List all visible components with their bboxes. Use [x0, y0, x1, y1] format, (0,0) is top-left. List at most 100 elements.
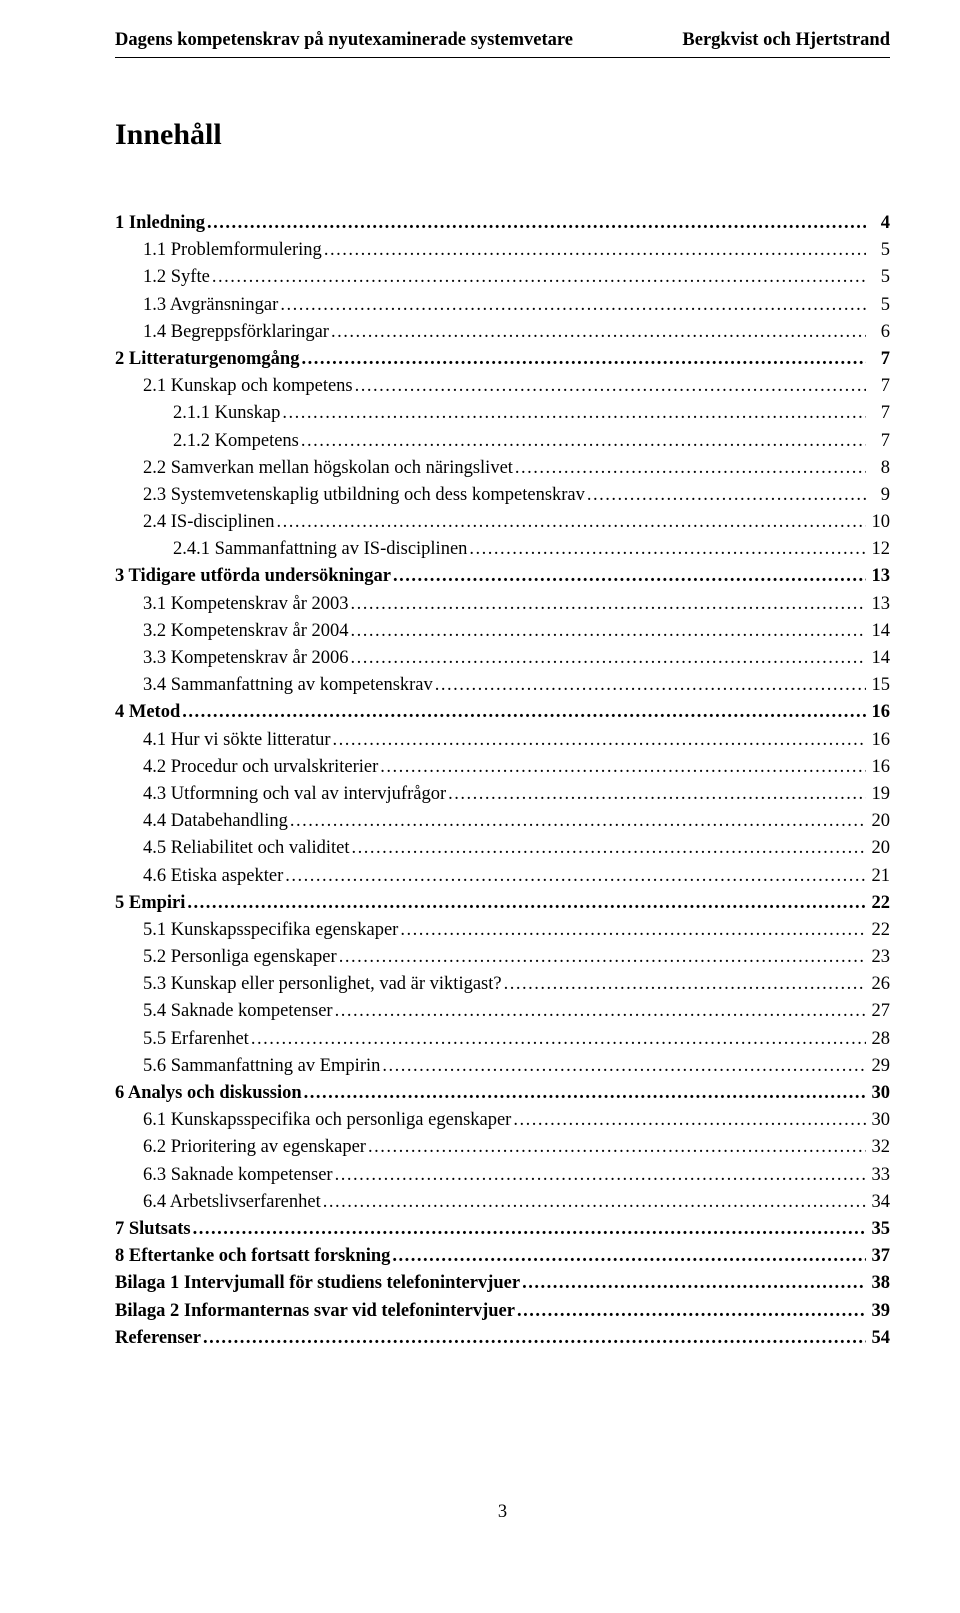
toc-row: 4 Metod 16	[115, 699, 890, 726]
page-header: Dagens kompetenskrav på nyutexaminerade …	[115, 30, 890, 57]
toc-entry-page: 16	[866, 754, 890, 781]
toc-entry-page: 12	[866, 536, 890, 563]
toc-entry-label: 2.1 Kunskap och kompetens	[115, 373, 353, 400]
toc-row: 3 Tidigare utförda undersökningar13	[115, 563, 890, 590]
header-rule	[115, 57, 890, 58]
toc-entry-page: 23	[866, 944, 890, 971]
toc-entry-page: 4	[866, 210, 890, 237]
toc-leader-dots	[321, 1189, 866, 1216]
toc-entry-page: 5	[866, 237, 890, 264]
toc-row: 4.3 Utformning och val av intervjufrågor…	[115, 781, 890, 808]
toc-row: 5.5 Erfarenhet 28	[115, 1026, 890, 1053]
toc-leader-dots	[398, 917, 866, 944]
toc-row: 1.4 Begreppsförklaringar6	[115, 319, 890, 346]
toc-row: 5.3 Kunskap eller personlighet, vad är v…	[115, 971, 890, 998]
toc-entry-page: 35	[866, 1216, 890, 1243]
toc-leader-dots	[433, 672, 866, 699]
toc-entry-label: 6 Analys och diskussion	[115, 1080, 302, 1107]
toc-entry-page: 5	[866, 264, 890, 291]
toc-entry-page: 26	[866, 971, 890, 998]
toc-entry-label: 6.1 Kunskapsspecifika och personliga ege…	[115, 1107, 511, 1134]
toc-entry-label: 2.2 Samverkan mellan högskolan och närin…	[115, 455, 513, 482]
toc-entry-label: 6.2 Prioritering av egenskaper	[115, 1134, 366, 1161]
toc-leader-dots	[329, 319, 866, 346]
toc-entry-label: Bilaga 1 Intervjumall för studiens telef…	[115, 1270, 520, 1297]
toc-entry-label: 7 Slutsats	[115, 1216, 191, 1243]
toc-row: 5.2 Personliga egenskaper23	[115, 944, 890, 971]
toc-row: Referenser 54	[115, 1325, 890, 1352]
toc-leader-dots	[210, 264, 866, 291]
toc-leader-dots	[390, 1243, 866, 1270]
toc-entry-page: 22	[866, 890, 890, 917]
toc-entry-page: 28	[866, 1026, 890, 1053]
toc-entry-label: 2.4.1 Sammanfattning av IS-disciplinen	[115, 536, 467, 563]
toc-row: 6 Analys och diskussion30	[115, 1080, 890, 1107]
toc-entry-page: 7	[866, 400, 890, 427]
toc-leader-dots	[322, 237, 866, 264]
toc-entry-label: Referenser	[115, 1325, 201, 1352]
toc-leader-dots	[205, 210, 866, 237]
toc-leader-dots	[333, 1162, 866, 1189]
toc-entry-label: 2.1.2 Kompetens	[115, 428, 299, 455]
toc-entry-page: 54	[866, 1325, 890, 1352]
toc-leader-dots	[380, 1053, 866, 1080]
toc-row: 3.3 Kompetenskrav år 200614	[115, 645, 890, 672]
toc-leader-dots	[515, 1298, 866, 1325]
toc-leader-dots	[366, 1134, 866, 1161]
toc-row: 1.3 Avgränsningar5	[115, 292, 890, 319]
toc-entry-page: 22	[866, 917, 890, 944]
toc-row: 6.1 Kunskapsspecifika och personliga ege…	[115, 1107, 890, 1134]
toc-row: 3.2 Kompetenskrav år 2004 14	[115, 618, 890, 645]
toc-entry-page: 6	[866, 319, 890, 346]
toc-row: 4.4 Databehandling20	[115, 808, 890, 835]
toc-row: 5.6 Sammanfattning av Empirin29	[115, 1053, 890, 1080]
toc-entry-label: 5.4 Saknade kompetenser	[115, 998, 333, 1025]
toc-entry-label: 4.6 Etiska aspekter	[115, 863, 283, 890]
toc-entry-label: 5.5 Erfarenhet	[115, 1026, 249, 1053]
toc-entry-page: 14	[866, 618, 890, 645]
toc-entry-label: 5.3 Kunskap eller personlighet, vad är v…	[115, 971, 502, 998]
toc-entry-label: 3.2 Kompetenskrav år 2004	[115, 618, 349, 645]
toc-row: 5.4 Saknade kompetenser27	[115, 998, 890, 1025]
toc-entry-page: 29	[866, 1053, 890, 1080]
toc-entry-label: 4.3 Utformning och val av intervjufrågor	[115, 781, 446, 808]
toc-entry-page: 7	[866, 346, 890, 373]
toc-entry-page: 39	[866, 1298, 890, 1325]
toc-leader-dots	[349, 591, 866, 618]
toc-leader-dots	[275, 509, 866, 536]
toc-row: Bilaga 2 Informanternas svar vid telefon…	[115, 1298, 890, 1325]
toc-row: 6.4 Arbetslivserfarenhet34	[115, 1189, 890, 1216]
toc-entry-label: 3.3 Kompetenskrav år 2006	[115, 645, 349, 672]
toc-leader-dots	[513, 455, 866, 482]
toc-entry-page: 32	[866, 1134, 890, 1161]
toc-entry-label: 2.3 Systemvetenskaplig utbildning och de…	[115, 482, 585, 509]
toc-row: 2 Litteraturgenomgång7	[115, 346, 890, 373]
toc-leader-dots	[350, 835, 866, 862]
toc-leader-dots	[185, 890, 866, 917]
toc-row: 7 Slutsats 35	[115, 1216, 890, 1243]
toc-entry-label: 1.1 Problemformulering	[115, 237, 322, 264]
toc-row: 2.1.2 Kompetens7	[115, 428, 890, 455]
toc-entry-label: 6.4 Arbetslivserfarenhet	[115, 1189, 321, 1216]
toc-entry-label: 4 Metod	[115, 699, 180, 726]
toc-entry-label: 4.1 Hur vi sökte litteratur	[115, 727, 331, 754]
toc-entry-label: 3.1 Kompetenskrav år 2003	[115, 591, 349, 618]
toc-leader-dots	[378, 754, 866, 781]
toc-leader-dots	[180, 699, 866, 726]
toc-entry-page: 8	[866, 455, 890, 482]
toc-entry-page: 16	[866, 699, 890, 726]
toc-entry-page: 19	[866, 781, 890, 808]
toc-entry-label: 2.4 IS-disciplinen	[115, 509, 275, 536]
toc-leader-dots	[201, 1325, 866, 1352]
document-page: Dagens kompetenskrav på nyutexaminerade …	[0, 0, 960, 1583]
toc-row: 2.1.1 Kunskap7	[115, 400, 890, 427]
toc-entry-page: 37	[866, 1243, 890, 1270]
toc-leader-dots	[391, 563, 866, 590]
toc-entry-label: 5 Empiri	[115, 890, 185, 917]
toc-leader-dots	[337, 944, 866, 971]
table-of-contents: 1 Inledning41.1 Problemformulering51.2 S…	[115, 210, 890, 1352]
toc-row: 5.1 Kunskapsspecifika egenskaper22	[115, 917, 890, 944]
toc-leader-dots	[446, 781, 866, 808]
toc-entry-label: 4.5 Reliabilitet och validitet	[115, 835, 350, 862]
toc-row: 2.3 Systemvetenskaplig utbildning och de…	[115, 482, 890, 509]
